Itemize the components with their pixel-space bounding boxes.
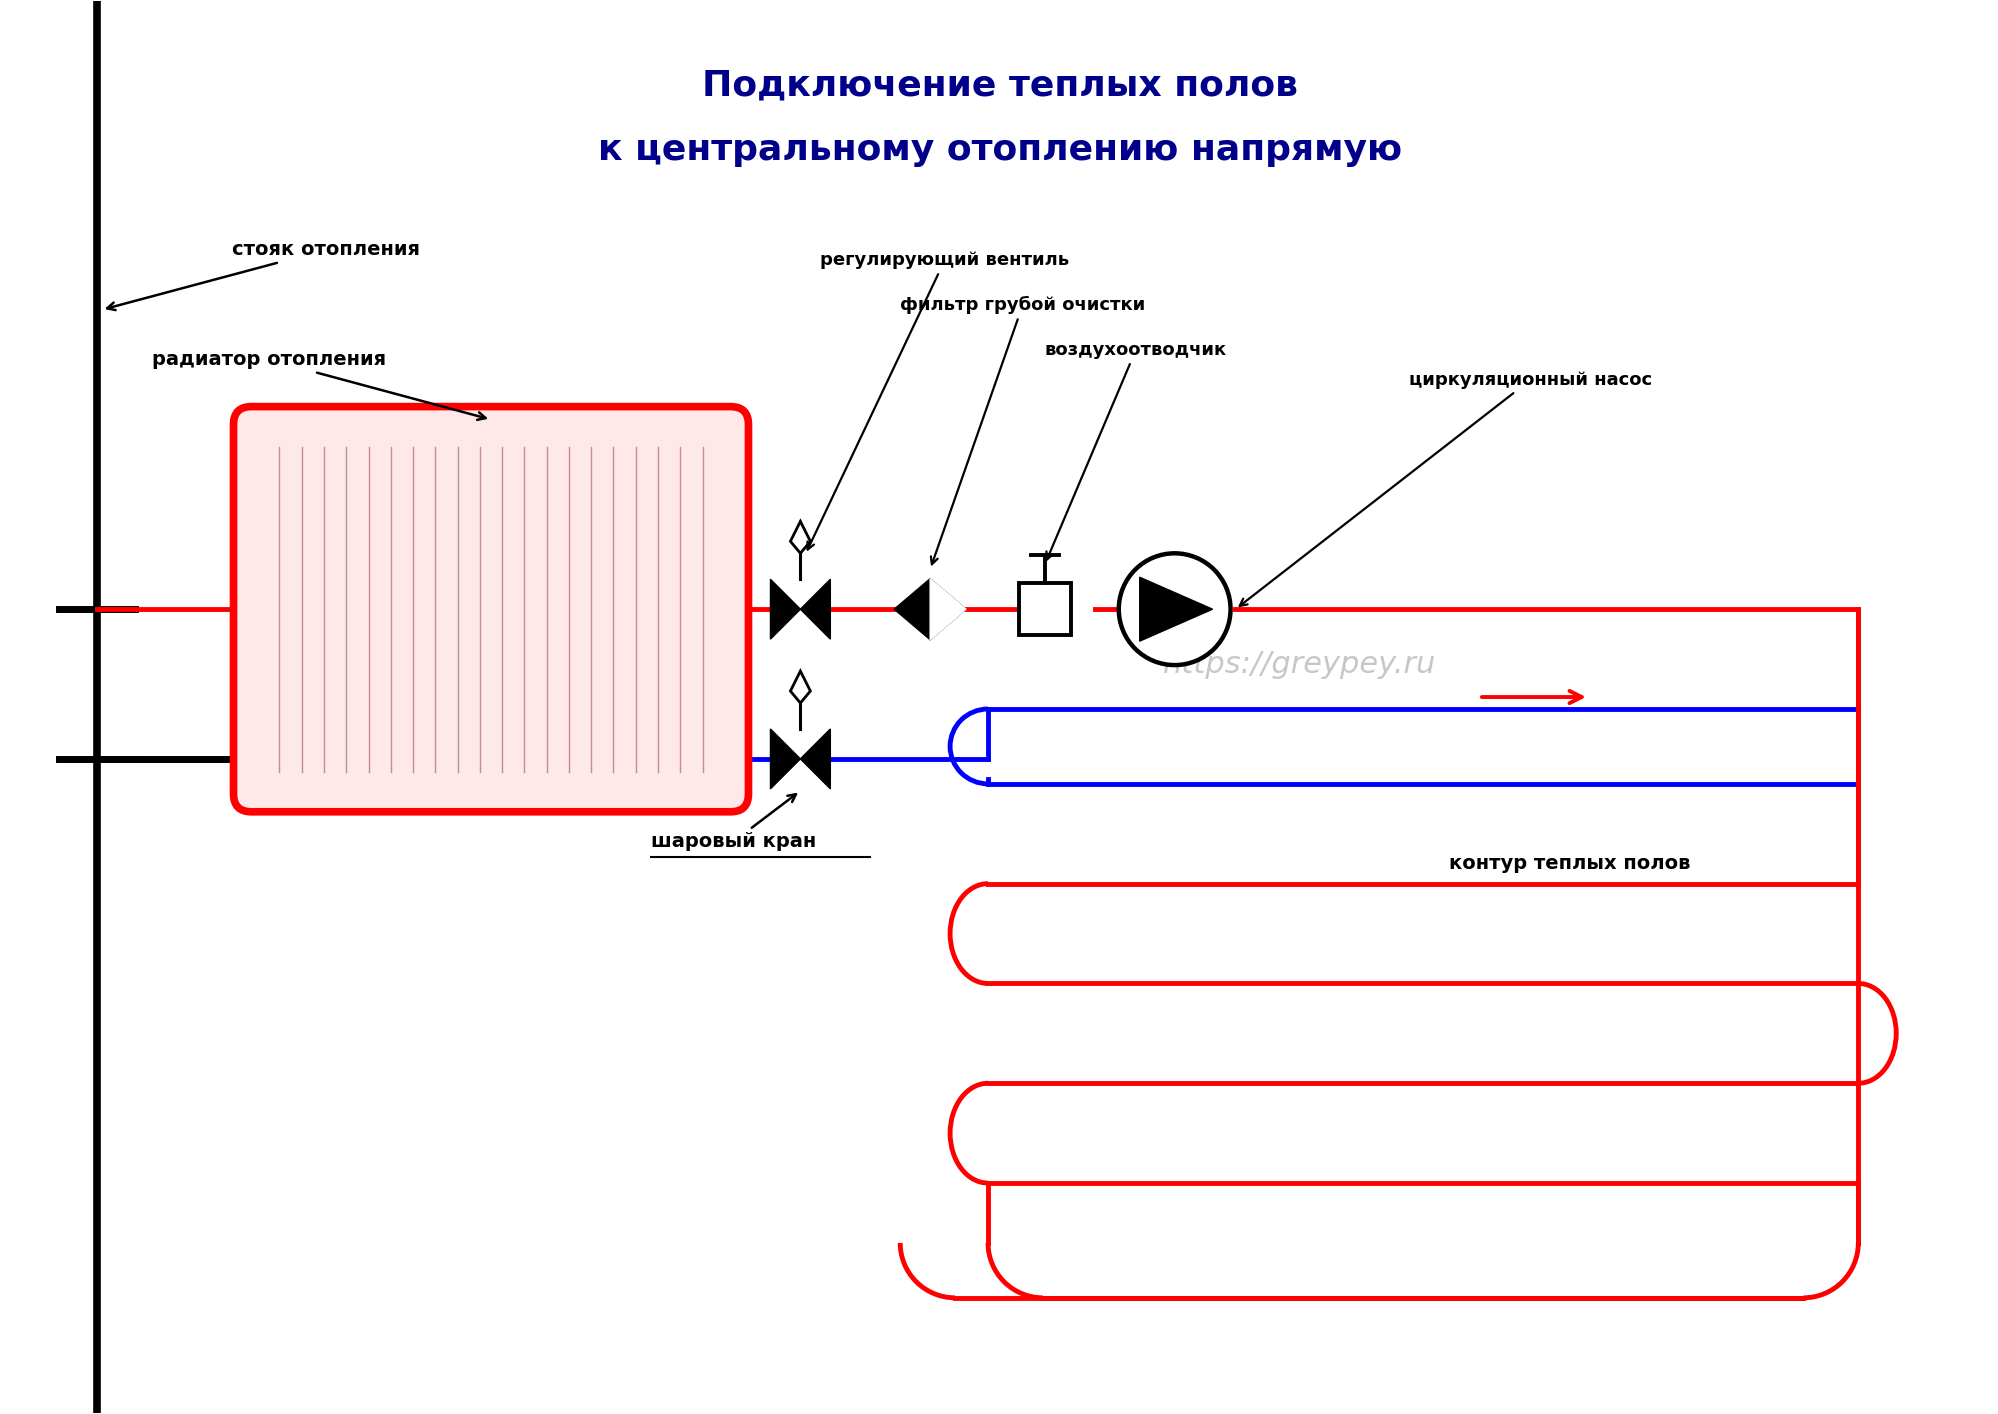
- FancyBboxPatch shape: [1019, 583, 1071, 635]
- Text: стояк отопления: стояк отопления: [108, 240, 420, 310]
- Text: контур теплых полов: контур теплых полов: [1449, 854, 1690, 874]
- Polygon shape: [1139, 577, 1213, 641]
- Text: Подключение теплых полов: Подключение теплых полов: [701, 68, 1297, 102]
- Polygon shape: [769, 730, 799, 789]
- Text: воздухоотводчик: воздухоотводчик: [1045, 341, 1227, 560]
- Circle shape: [1119, 553, 1231, 665]
- Text: регулирующий вентиль: регулирующий вентиль: [807, 250, 1069, 550]
- Polygon shape: [893, 578, 965, 639]
- Text: циркуляционный насос: циркуляционный насос: [1239, 370, 1652, 607]
- Polygon shape: [929, 578, 965, 639]
- Text: фильтр грубой очистки: фильтр грубой очистки: [899, 296, 1145, 564]
- Text: к центральному отоплению напрямую: к центральному отоплению напрямую: [597, 133, 1401, 167]
- Polygon shape: [799, 580, 829, 639]
- Polygon shape: [769, 580, 799, 639]
- Polygon shape: [799, 730, 829, 789]
- Text: https://greypey.ru: https://greypey.ru: [1163, 649, 1435, 679]
- FancyBboxPatch shape: [234, 407, 747, 812]
- Text: радиатор отопления: радиатор отопления: [152, 351, 486, 420]
- Text: шаровый кран: шаровый кран: [651, 795, 815, 851]
